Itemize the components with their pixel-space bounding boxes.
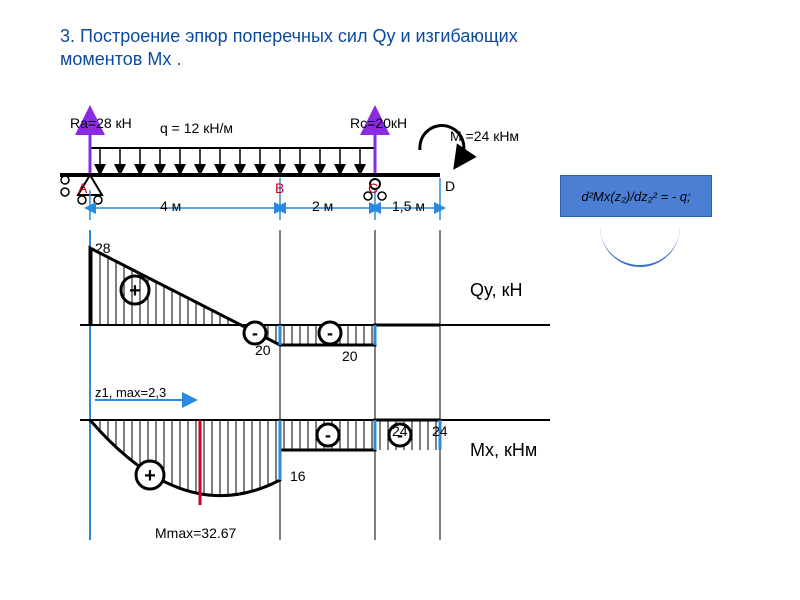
q-val-28: 28 <box>95 240 115 256</box>
ra-label: Ra=28 кН <box>70 115 132 131</box>
svg-text:-: - <box>327 323 333 343</box>
m-24b: 24 <box>432 423 452 439</box>
point-c: C <box>368 180 378 196</box>
point-d: D <box>445 178 455 194</box>
point-a: A <box>78 180 87 196</box>
svg-text:-: - <box>325 425 331 445</box>
shear-axis-label: Qy, кН <box>470 280 530 301</box>
q-val-20b: 20 <box>342 348 362 364</box>
rc-label: Rc=20кН <box>350 115 407 131</box>
q-label: q = 12 кН/м <box>160 120 233 136</box>
engineering-diagram: + - - + - - <box>40 80 560 560</box>
m-label: M =24 кНм <box>450 128 520 144</box>
moment-axis-label: Mх, кНм <box>470 440 537 461</box>
formula-text: d²Mx(z₂)/dz₂² = - q; <box>581 189 690 204</box>
mmax-label: Mmax=32.67 <box>155 525 236 541</box>
span-cd: 1,5 м <box>392 198 425 214</box>
svg-text:-: - <box>252 323 258 343</box>
q-val-20a: 20 <box>255 342 275 358</box>
span-ab: 4 м <box>160 198 181 214</box>
m-24a: 24 <box>392 423 412 439</box>
dimension-lines <box>90 178 440 220</box>
z-label: z1, max=2,3 <box>95 385 185 400</box>
m-16: 16 <box>290 468 310 484</box>
svg-text:+: + <box>129 280 141 302</box>
point-b: B <box>275 180 284 196</box>
page-title: 3. Построение эпюр поперечных сил Qy и и… <box>60 25 560 72</box>
load-q-arrows <box>100 148 360 170</box>
formula-arc <box>600 225 680 267</box>
section-verticals <box>280 230 440 540</box>
svg-text:+: + <box>144 465 156 487</box>
formula-box: d²Mx(z₂)/dz₂² = - q; <box>560 175 712 217</box>
span-bc: 2 м <box>312 198 333 214</box>
